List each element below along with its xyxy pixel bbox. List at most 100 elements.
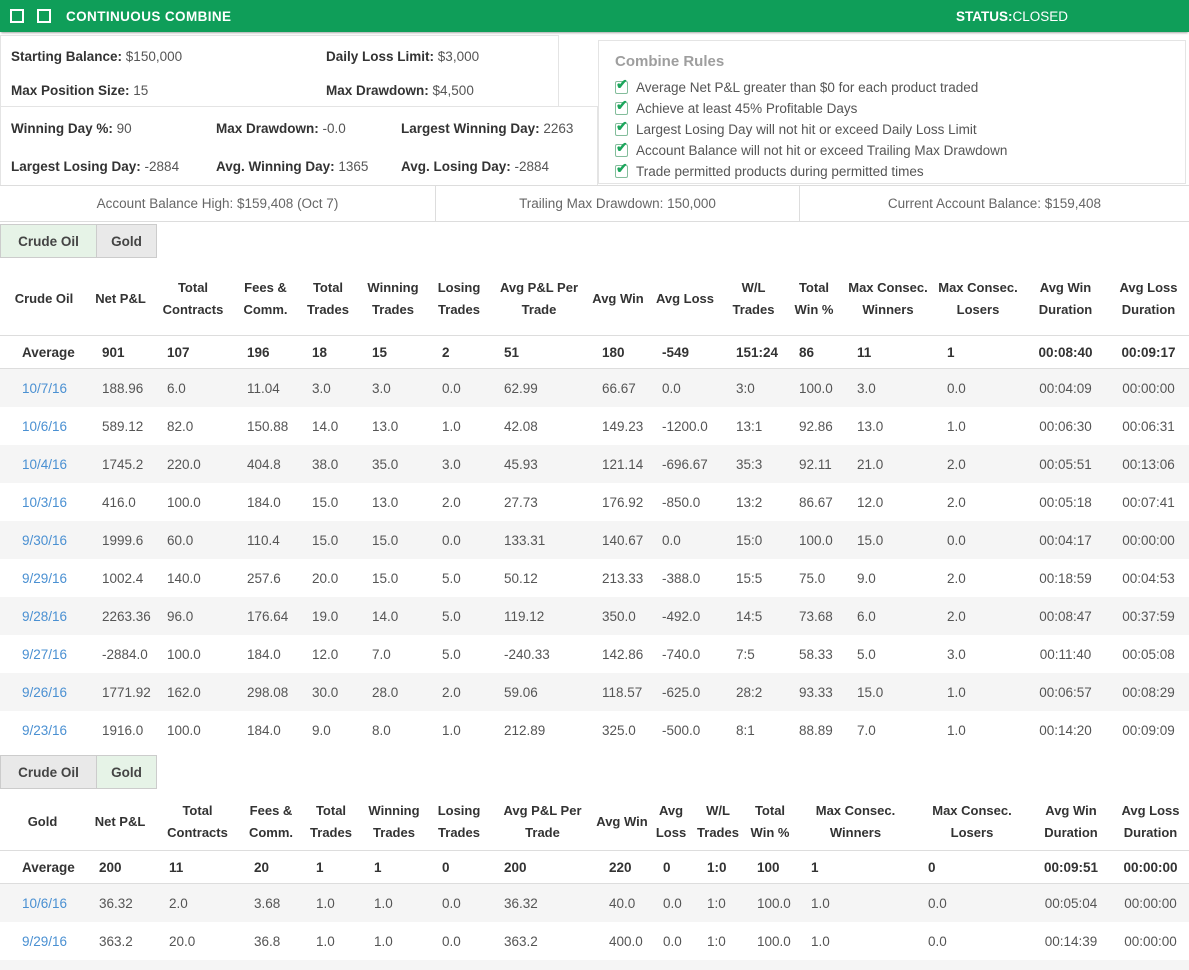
check-icon: ✔ bbox=[615, 160, 628, 178]
column-header: Avg Loss Duration bbox=[1108, 262, 1189, 336]
column-header: Winning Trades bbox=[358, 262, 428, 336]
trailing-max-drawdown: Trailing Max Drawdown: 150,000 bbox=[436, 186, 800, 221]
date-link[interactable]: 10/6/16 bbox=[22, 895, 68, 911]
date-cell: 10/3/16 bbox=[0, 483, 88, 521]
cell: 13:2 bbox=[736, 494, 763, 510]
cell: 2.0 bbox=[947, 608, 966, 624]
cell: 86.67 bbox=[799, 494, 833, 510]
tab-crude-oil[interactable]: Crude Oil bbox=[0, 755, 97, 789]
cell: 1.0 bbox=[374, 895, 393, 911]
cell: 1:0 bbox=[693, 850, 743, 884]
date-link[interactable]: 10/7/16 bbox=[22, 380, 68, 396]
column-header: W/L Trades bbox=[722, 262, 785, 336]
date-link[interactable]: 9/29/16 bbox=[22, 933, 68, 949]
date-link[interactable]: 9/23/16 bbox=[22, 722, 68, 738]
date-link[interactable]: 10/3/16 bbox=[22, 494, 68, 510]
window-square-icon-1[interactable] bbox=[10, 9, 24, 23]
cell: 50.12 bbox=[504, 570, 538, 586]
tab-gold[interactable]: Gold bbox=[96, 755, 157, 789]
column-header: Avg Win bbox=[595, 793, 649, 851]
column-header: Net P&L bbox=[88, 262, 153, 336]
status-badge: STATUS: CLOSED bbox=[956, 0, 1068, 32]
date-link[interactable]: 10/6/16 bbox=[22, 418, 68, 434]
check-icon: ✔ bbox=[615, 118, 628, 136]
cell: 00:05:18 bbox=[1039, 494, 1092, 510]
cell: 176.64 bbox=[247, 608, 289, 624]
cell: 73.68 bbox=[799, 608, 833, 624]
cell: 200 bbox=[85, 850, 155, 884]
cell: 0.0 bbox=[442, 933, 461, 949]
cell: 1.0 bbox=[947, 418, 966, 434]
cell: 363.2 bbox=[99, 933, 133, 949]
column-header: W/L Trades bbox=[693, 793, 743, 851]
cell: 00:14:39 bbox=[1044, 933, 1098, 949]
cell: 133.31 bbox=[504, 532, 546, 548]
cell: 1.0 bbox=[316, 933, 335, 949]
cell: 2 bbox=[428, 335, 490, 369]
table-row: 10/6/16 589.12 82.0 150.88 14.0 13.0 1.0 42.08 1… bbox=[0, 407, 1189, 445]
window-square-icon-2[interactable] bbox=[37, 9, 51, 23]
cell: 00:06:57 bbox=[1039, 684, 1092, 700]
stat-max-drawdown: Max Drawdown: $4,500 bbox=[326, 83, 474, 98]
cell: 7.0 bbox=[857, 722, 876, 738]
date-cell: 10/6/16 bbox=[0, 884, 85, 923]
cell: 00:08:40 bbox=[1023, 335, 1108, 369]
date-link[interactable]: 9/26/16 bbox=[22, 684, 68, 700]
cell: 5.0 bbox=[442, 646, 461, 662]
date-link[interactable]: 9/29/16 bbox=[22, 570, 68, 586]
tab-gold[interactable]: Gold bbox=[96, 224, 157, 258]
rule-text: Achieve at least 45% Profitable Days bbox=[636, 101, 858, 116]
cell: 88.89 bbox=[799, 722, 833, 738]
date-link[interactable]: 9/30/16 bbox=[22, 532, 68, 548]
column-header: Max Consec. Losers bbox=[914, 793, 1030, 851]
table-row: 9/28/16 2263.36 96.0 176.64 19.0 14.0 5.0 119.1… bbox=[0, 597, 1189, 635]
date-link[interactable]: 10/4/16 bbox=[22, 456, 68, 472]
crude-oil-table: Crude Oil Net P&L Total Contracts Fees & Co… bbox=[0, 262, 1189, 749]
cell: 00:05:08 bbox=[1122, 646, 1175, 662]
cell: 18 bbox=[298, 335, 358, 369]
cell: 0 bbox=[428, 850, 490, 884]
cell: 257.6 bbox=[247, 570, 281, 586]
cell: 213.33 bbox=[602, 570, 644, 586]
cell: 6.0 bbox=[167, 380, 186, 396]
tab-crude-oil[interactable]: Crude Oil bbox=[0, 224, 97, 258]
cell: 220 bbox=[595, 850, 649, 884]
cell: 140.67 bbox=[602, 532, 644, 548]
table-row: 9/27/16 -2884.0 100.0 184.0 12.0 7.0 5.0 -240.3… bbox=[0, 635, 1189, 673]
column-header: Avg Loss Duration bbox=[1112, 793, 1189, 851]
average-row: Average 200 11 20 1 1 0 200 220 0 1:0 100 1 0 00:09:51… bbox=[0, 850, 1189, 884]
cell: 0.0 bbox=[662, 380, 681, 396]
cell: 00:05:51 bbox=[1039, 456, 1092, 472]
date-link[interactable]: 9/27/16 bbox=[22, 646, 68, 662]
cell: 13.0 bbox=[372, 494, 399, 510]
cell: 92.11 bbox=[799, 456, 832, 472]
rule-item: ✔ Account Balance will not hit or exceed … bbox=[615, 140, 1185, 159]
cell: 188.96 bbox=[102, 380, 144, 396]
cell: 15.0 bbox=[857, 532, 884, 548]
cell: 36.32 bbox=[504, 895, 538, 911]
stat-daily-loss-limit: Daily Loss Limit: $3,000 bbox=[326, 49, 480, 64]
cell: 1002.4 bbox=[102, 570, 144, 586]
column-header: Avg Win bbox=[588, 262, 648, 336]
cell: 66.67 bbox=[602, 380, 636, 396]
product-tabbar-crude: Crude Oil Gold bbox=[0, 224, 157, 258]
cell: 196 bbox=[233, 335, 298, 369]
cell: -696.67 bbox=[662, 456, 708, 472]
cell: 15 bbox=[358, 335, 428, 369]
cell: 00:04:09 bbox=[1039, 380, 1092, 396]
column-header: Winning Trades bbox=[360, 793, 428, 851]
performance-stats-panel: Winning Day %: 90 Max Drawdown: -0.0 Lar… bbox=[0, 106, 598, 186]
column-header: Crude Oil bbox=[0, 262, 88, 336]
column-header: Avg Loss bbox=[648, 262, 722, 336]
cell: -549 bbox=[648, 335, 722, 369]
date-link[interactable]: 9/28/16 bbox=[22, 608, 68, 624]
column-header: Total Trades bbox=[298, 262, 358, 336]
cell: 11 bbox=[843, 335, 933, 369]
average-row: Average 901 107 196 18 15 2 51 180 -549 151:24 86 11… bbox=[0, 335, 1189, 369]
cell: -2884.0 bbox=[102, 646, 148, 662]
cell: 100.0 bbox=[757, 933, 791, 949]
cell: 6.0 bbox=[857, 608, 876, 624]
check-icon: ✔ bbox=[615, 97, 628, 115]
cell: 00:08:29 bbox=[1122, 684, 1175, 700]
